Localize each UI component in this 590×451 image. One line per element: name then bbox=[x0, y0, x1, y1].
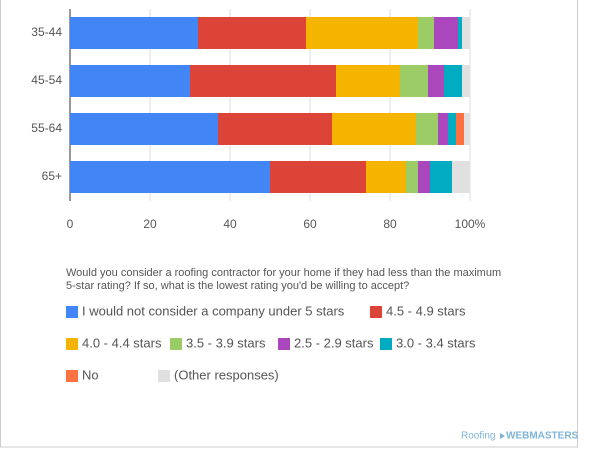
legend-label: 4.5 - 4.9 stars bbox=[386, 303, 466, 318]
bar-segment bbox=[190, 65, 336, 97]
bar-segment bbox=[70, 17, 198, 49]
bar-segment bbox=[400, 65, 428, 97]
legend-label: 3.5 - 3.9 stars bbox=[186, 335, 266, 350]
watermark-brand: Roofing bbox=[461, 431, 495, 442]
bar-segment bbox=[464, 113, 470, 145]
bar-segment bbox=[456, 113, 464, 145]
legend-swatch bbox=[66, 338, 78, 350]
legend-title: Would you consider a roofing contractor … bbox=[66, 267, 502, 292]
bar-segment bbox=[70, 113, 218, 145]
legend-swatch bbox=[380, 338, 392, 350]
bar-segment bbox=[438, 113, 448, 145]
legend-swatch bbox=[66, 306, 78, 318]
legend-swatch bbox=[158, 370, 170, 382]
bar-segment bbox=[430, 161, 452, 193]
bar-segment bbox=[416, 113, 438, 145]
watermark-name: WEBMASTERS bbox=[506, 431, 579, 442]
x-tick-label: 0 bbox=[67, 217, 74, 231]
x-tick-label: 20 bbox=[143, 217, 157, 231]
bar-segment bbox=[462, 17, 470, 49]
x-tick-label: 100% bbox=[455, 217, 486, 231]
y-tick-label: 35-44 bbox=[31, 25, 62, 39]
x-tick-label: 40 bbox=[223, 217, 237, 231]
bar-segment bbox=[336, 65, 400, 97]
bar-segment bbox=[428, 65, 444, 97]
bar-segment bbox=[270, 161, 366, 193]
bar-segment bbox=[306, 17, 418, 49]
bar-segment bbox=[366, 161, 406, 193]
bar-segment bbox=[70, 65, 190, 97]
legend-label: 4.0 - 4.4 stars bbox=[82, 335, 162, 350]
legend-label: 3.0 - 3.4 stars bbox=[396, 335, 476, 350]
bar-segment bbox=[444, 65, 462, 97]
bar-segment bbox=[434, 17, 458, 49]
y-tick-label: 65+ bbox=[42, 169, 62, 183]
bar-segment bbox=[418, 161, 430, 193]
legend-swatch bbox=[370, 306, 382, 318]
x-tick-label: 80 bbox=[383, 217, 397, 231]
bar-segment bbox=[198, 17, 306, 49]
legend-swatch bbox=[170, 338, 182, 350]
bar-segment bbox=[418, 17, 434, 49]
legend-label: I would not consider a company under 5 s… bbox=[82, 303, 345, 318]
bar-segment bbox=[452, 161, 470, 193]
bar-segment bbox=[70, 161, 270, 193]
watermark-icon bbox=[500, 433, 505, 439]
bar-segment bbox=[406, 161, 418, 193]
legend-label: No bbox=[82, 367, 99, 382]
legend-swatch bbox=[278, 338, 290, 350]
y-tick-label: 45-54 bbox=[31, 73, 62, 87]
bar-segment bbox=[462, 65, 470, 97]
frame bbox=[0, 0, 578, 448]
bar-segment bbox=[458, 17, 462, 49]
legend-label: 2.5 - 2.9 stars bbox=[294, 335, 374, 350]
x-tick-label: 60 bbox=[303, 217, 317, 231]
y-tick-label: 55-64 bbox=[31, 121, 62, 135]
legend-swatch bbox=[66, 370, 78, 382]
bar-segment bbox=[218, 113, 332, 145]
bar-segment bbox=[332, 113, 416, 145]
legend-label: (Other responses) bbox=[174, 367, 279, 382]
bar-segment bbox=[448, 113, 456, 145]
